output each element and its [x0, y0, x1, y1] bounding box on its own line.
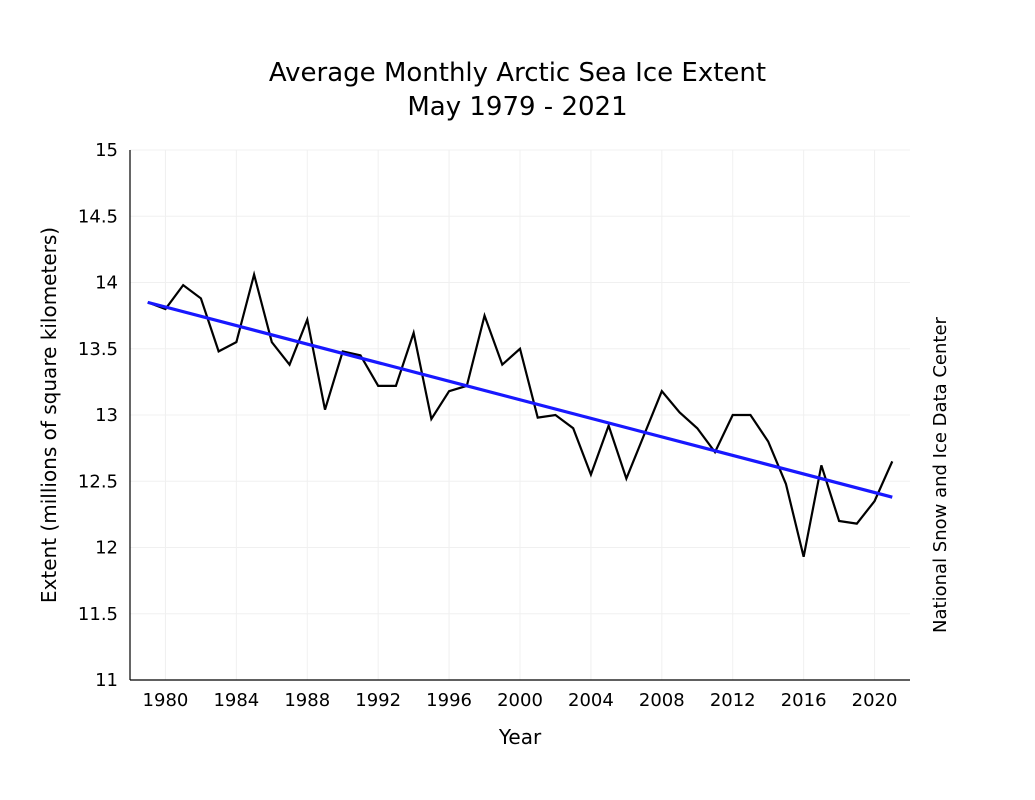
- x-tick-label: 1996: [426, 690, 472, 711]
- y-axis: 11 11.5 12 12.5 13 13.5 14 14.5 15: [78, 140, 130, 691]
- x-tick-label: 1980: [143, 690, 189, 711]
- grid: [130, 150, 910, 680]
- x-axis-label: Year: [498, 725, 542, 749]
- x-tick-label: 2004: [568, 690, 614, 711]
- chart-title-text-1: Average Monthly Arctic Sea Ice Extent: [269, 58, 766, 88]
- y-tick-label: 11.5: [78, 604, 118, 625]
- x-tick-label: 2016: [781, 690, 827, 711]
- y-tick-label: 15: [95, 140, 118, 161]
- x-tick-label: 2020: [852, 690, 898, 711]
- y-tick-label: 13.5: [78, 339, 118, 360]
- chart-title-line1: Average Monthly Arctic Sea Ice Extent: [0, 58, 1035, 88]
- chart-container: Average Monthly Arctic Sea Ice Extent Ma…: [0, 0, 1035, 800]
- x-axis: 1980 1984 1988 1992 1996 2000 2004 2008 2012 2016…: [143, 680, 898, 711]
- y-tick-label: 14.5: [78, 206, 118, 227]
- x-tick-label: 2012: [710, 690, 756, 711]
- x-tick-label: 1988: [284, 690, 330, 711]
- y-tick-label: 14: [95, 273, 118, 294]
- x-tick-label: 2000: [497, 690, 543, 711]
- x-tick-label: 1992: [355, 690, 401, 711]
- x-tick-label: 1984: [213, 690, 259, 711]
- source-label: National Snow and Ice Data Center: [930, 316, 951, 632]
- x-tick-label: 2008: [639, 690, 685, 711]
- chart-title-text-2: May 1979 - 2021: [407, 92, 627, 122]
- y-axis-label: Extent (millions of square kilometers): [37, 227, 61, 603]
- chart-title-line2: May 1979 - 2021: [0, 92, 1035, 122]
- y-tick-label: 12.5: [78, 471, 118, 492]
- y-tick-label: 11: [95, 670, 118, 691]
- y-tick-label: 13: [95, 405, 118, 426]
- y-tick-label: 12: [95, 538, 118, 559]
